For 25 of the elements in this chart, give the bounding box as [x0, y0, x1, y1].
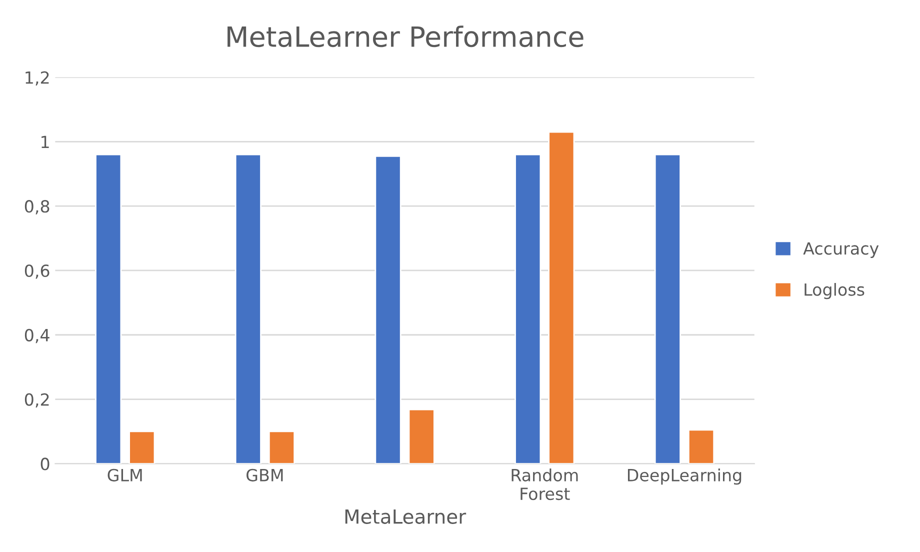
bar [95, 154, 122, 464]
x-tick-label: GLM [108, 468, 142, 482]
bar [128, 430, 156, 464]
bar [548, 131, 575, 464]
legend-label: Accuracy [803, 242, 879, 258]
bar [654, 154, 681, 464]
bar [408, 408, 435, 464]
y-tick-label: 1,2 [26, 71, 49, 86]
x-axis-title: MetaLearner [345, 509, 466, 524]
bar [374, 155, 402, 464]
y-tick-label: 0,6 [24, 264, 50, 279]
y-tick-label: 0 [40, 458, 50, 470]
bar [234, 154, 262, 464]
y-tick-label: 0,2 [24, 393, 49, 408]
y-tick-label: 0,8 [24, 200, 50, 214]
chart-title: MetaLearner Performance [228, 26, 584, 48]
x-tick-label: DeepLearning [628, 468, 742, 485]
bar [268, 430, 296, 464]
legend-label: Logloss [804, 282, 864, 300]
x-tick-label: Random Forest [512, 468, 578, 500]
x-tick-label: GBM [246, 468, 283, 482]
y-tick-label: 1 [42, 136, 49, 148]
y-tick-label: 0,4 [24, 328, 50, 344]
bar [688, 429, 715, 464]
bar [514, 154, 542, 464]
